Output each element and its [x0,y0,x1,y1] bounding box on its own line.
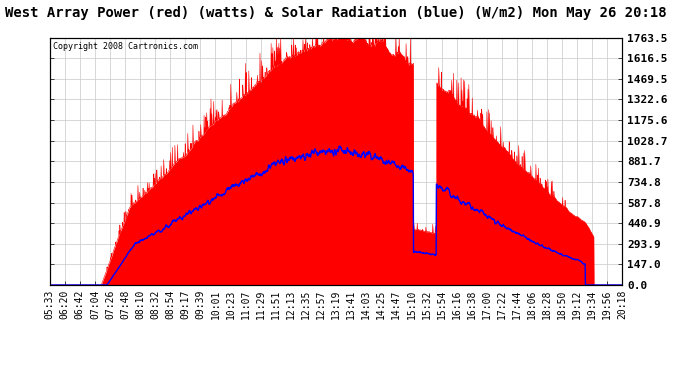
Text: Copyright 2008 Cartronics.com: Copyright 2008 Cartronics.com [52,42,197,51]
Text: West Array Power (red) (watts) & Solar Radiation (blue) (W/m2) Mon May 26 20:18: West Array Power (red) (watts) & Solar R… [6,6,667,20]
